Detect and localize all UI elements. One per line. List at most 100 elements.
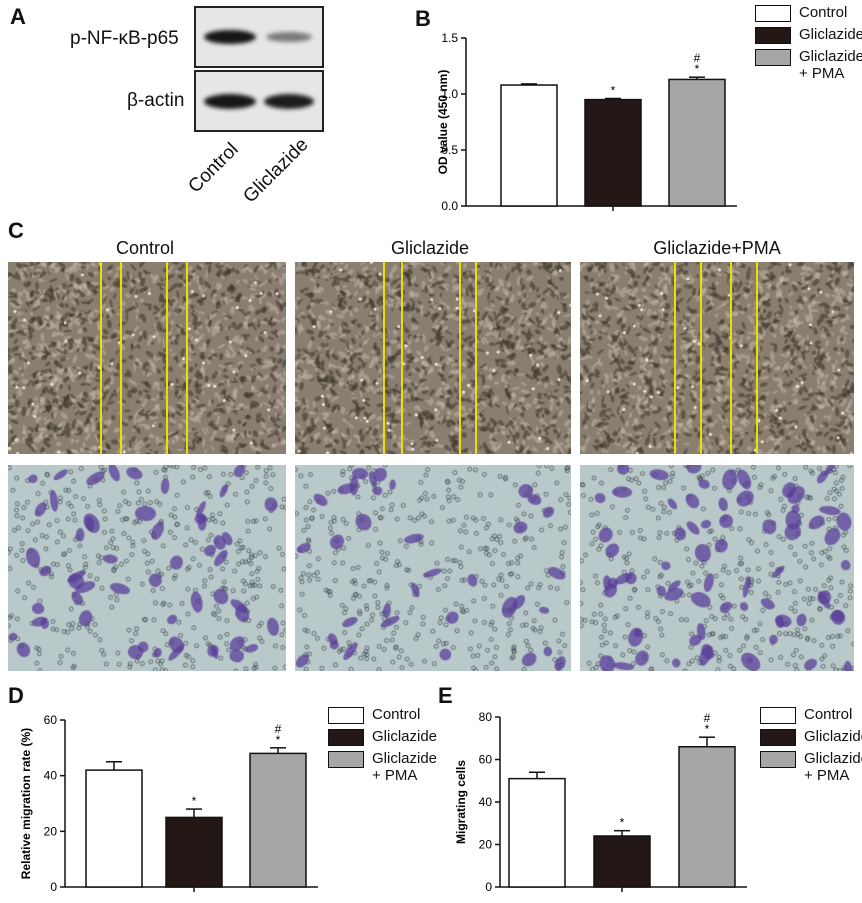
transwell-texture xyxy=(295,465,571,671)
significance-marker: * xyxy=(611,83,616,97)
legend-label: Gliclazide xyxy=(372,750,438,767)
bar xyxy=(593,835,651,888)
scratch-line xyxy=(700,262,702,454)
scratch-line xyxy=(401,262,403,454)
y-tick-label: 1.0 xyxy=(441,87,458,101)
scratch-line xyxy=(120,262,122,454)
blot-image-actin xyxy=(194,70,324,132)
panel-letter-a: A xyxy=(10,4,26,29)
legend-item: Control xyxy=(760,706,862,724)
legend-swatch xyxy=(328,751,364,768)
legend-swatch xyxy=(760,707,796,724)
scratch-line xyxy=(383,262,385,454)
blot-image-p65 xyxy=(194,6,324,68)
y-axis-label: Migrating cells xyxy=(454,760,468,844)
legend-label-line2: + PMA xyxy=(372,767,418,784)
panel-letter-b: B xyxy=(415,6,431,31)
legend-label: Gliclazide xyxy=(799,26,862,43)
scratch-line xyxy=(756,262,758,454)
significance-marker: * xyxy=(695,62,700,76)
bar xyxy=(584,98,642,207)
legend-item: Control xyxy=(328,706,437,724)
panel-letter-d: D xyxy=(8,683,24,708)
legend-swatch xyxy=(755,5,791,22)
micrograph-title-gliclazide: Gliclazide xyxy=(390,238,470,258)
legend-item: Gliclazide xyxy=(328,728,437,746)
y-tick-label: 40 xyxy=(479,795,493,809)
bar xyxy=(508,777,566,888)
significance-marker: # xyxy=(275,722,282,736)
y-tick-label: 60 xyxy=(44,713,58,727)
y-tick-label: 0.5 xyxy=(441,143,458,157)
legend-swatch xyxy=(755,49,791,66)
legend-swatch xyxy=(760,729,796,746)
panel-letter-e: E xyxy=(438,683,453,708)
bar xyxy=(249,752,307,888)
blot-row-label: p-NF-κB-p65 xyxy=(70,28,179,49)
legend-label: Gliclazide xyxy=(799,48,862,65)
legend-item: Gliclazide xyxy=(755,26,862,44)
legend-swatch xyxy=(760,751,796,768)
legend-item: Gliclazide+ PMA xyxy=(328,750,437,784)
scratch-line xyxy=(674,262,676,454)
significance-marker: * xyxy=(705,722,710,736)
y-tick-label: 0 xyxy=(485,880,492,894)
scratch-image-control xyxy=(8,262,286,454)
micrograph-title-gliclazide-pma: Gliclazide+PMA xyxy=(653,238,781,258)
scratch-texture xyxy=(580,262,854,454)
blot-band xyxy=(204,30,256,44)
legend-d: Control Gliclazide Gliclazide + PMA xyxy=(328,706,437,788)
scratch-texture xyxy=(295,262,571,454)
y-tick-label: 20 xyxy=(479,838,493,852)
transwell-image-gliclazide xyxy=(295,465,571,671)
bar xyxy=(165,816,223,888)
scratch-line xyxy=(475,262,477,454)
legend-label: Control xyxy=(372,706,421,723)
significance-marker: # xyxy=(694,51,701,65)
legend-label: Control xyxy=(804,706,853,723)
y-tick-label: 0.0 xyxy=(441,199,458,213)
significance-marker: * xyxy=(192,794,197,808)
panel-letter-c: C xyxy=(8,218,24,243)
scratch-line xyxy=(166,262,168,454)
legend-swatch xyxy=(328,707,364,724)
blot-band xyxy=(266,32,312,42)
bar xyxy=(678,746,736,888)
significance-marker: # xyxy=(704,711,711,725)
legend-swatch xyxy=(328,729,364,746)
y-tick-label: 20 xyxy=(44,824,58,838)
significance-marker: * xyxy=(276,733,281,747)
y-axis-label: Relative migration rate (%) xyxy=(19,728,33,879)
legend-label-line2: + PMA xyxy=(804,767,850,784)
y-tick-label: 60 xyxy=(479,753,493,767)
legend-item: Control xyxy=(755,4,862,22)
transwell-texture xyxy=(580,465,854,671)
transwell-image-gliclazide-pma xyxy=(580,465,854,671)
y-tick-label: 0 xyxy=(50,880,57,894)
significance-marker: * xyxy=(620,816,625,830)
legend-item: Gliclazide+ PMA xyxy=(760,750,862,784)
scratch-texture xyxy=(8,262,286,454)
legend-label: Gliclazide xyxy=(804,750,862,767)
bar xyxy=(500,84,558,207)
bar xyxy=(85,769,143,888)
y-tick-label: 40 xyxy=(44,769,58,783)
legend-label: Control xyxy=(799,4,848,21)
blot-row-label: β-actin xyxy=(127,90,185,111)
y-tick-label: 80 xyxy=(479,710,493,724)
scratch-line xyxy=(100,262,102,454)
scratch-line xyxy=(730,262,732,454)
transwell-image-control xyxy=(8,465,286,671)
legend-swatch xyxy=(755,27,791,44)
legend-b: Control Gliclazide Gliclazide + PMA xyxy=(755,4,862,86)
legend-item: Gliclazide+ PMA xyxy=(755,48,862,82)
blot-band xyxy=(204,94,256,109)
legend-label-line2: + PMA xyxy=(799,65,845,82)
y-axis-label: OD value (450 nm) xyxy=(436,70,450,175)
transwell-texture xyxy=(8,465,286,671)
legend-item: Gliclazide xyxy=(760,728,862,746)
legend-label: Gliclazide xyxy=(804,728,862,745)
legend-e: Control Gliclazide Gliclazide+ PMA xyxy=(760,706,862,788)
scratch-line xyxy=(186,262,188,454)
